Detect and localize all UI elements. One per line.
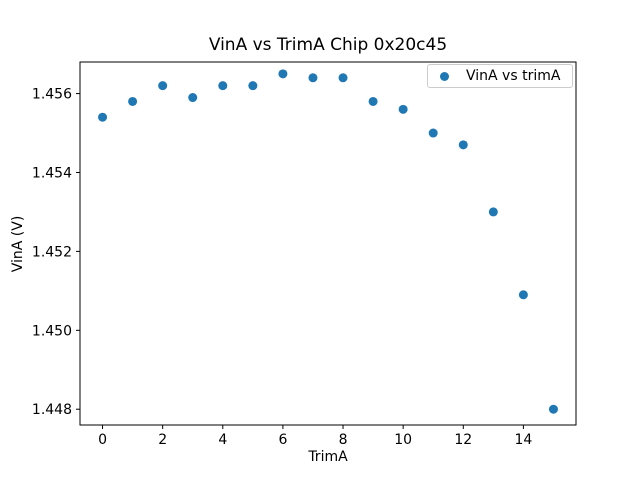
- data-point: [488, 207, 498, 217]
- x-axis-label: TrimA: [308, 449, 348, 465]
- data-point: [458, 140, 468, 150]
- axes-frame: [79, 61, 577, 426]
- data-point: [128, 96, 138, 106]
- data-point: [158, 81, 168, 91]
- y-tick-label: 1.450: [32, 323, 72, 339]
- x-tick-label: 14: [514, 432, 532, 448]
- x-tick-label: 12: [454, 432, 472, 448]
- x-tick-label: 8: [339, 432, 348, 448]
- data-point: [248, 81, 258, 91]
- x-tick-label: 2: [158, 432, 167, 448]
- data-point: [548, 404, 558, 414]
- y-tick-label: 1.454: [32, 165, 72, 181]
- data-point: [308, 73, 318, 83]
- data-point: [398, 104, 408, 114]
- data-point: [98, 112, 108, 122]
- data-point: [278, 69, 288, 79]
- x-tick-label: 6: [278, 432, 287, 448]
- x-tick-label: 4: [218, 432, 227, 448]
- y-axis-label: VinA (V): [10, 215, 26, 273]
- y-tick-label: 1.456: [32, 87, 72, 103]
- x-tick-label: 0: [98, 432, 107, 448]
- data-point: [218, 81, 228, 91]
- chart-title: VinA vs TrimA Chip 0x20c45: [208, 35, 448, 55]
- x-tick-label: 10: [394, 432, 412, 448]
- data-point: [188, 93, 198, 103]
- data-point: [338, 73, 348, 83]
- data-point: [368, 96, 378, 106]
- legend-label: VinA vs trimA: [466, 68, 561, 84]
- y-tick-label: 1.452: [32, 244, 72, 260]
- y-tick-label: 1.448: [32, 402, 72, 418]
- legend: VinA vs trimA: [427, 64, 573, 88]
- data-point: [518, 290, 528, 300]
- legend-circle-icon: [440, 71, 449, 81]
- data-point: [428, 128, 438, 138]
